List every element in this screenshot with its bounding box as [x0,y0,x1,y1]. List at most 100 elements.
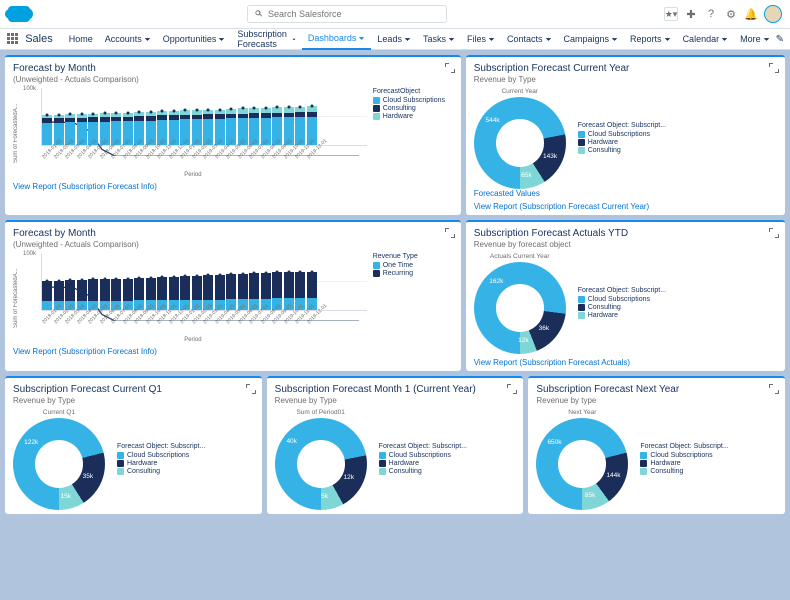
nav-tab-files[interactable]: Files [461,28,501,50]
slice-label: 122k [24,439,38,446]
card-title: Subscription Forecast Current Year [474,63,777,74]
card-subtitle: Revenue by Type [275,396,516,405]
nav-tab-contacts[interactable]: Contacts [501,28,558,50]
nav-tab-more[interactable]: More [734,28,776,50]
nav-tab-leads[interactable]: Leads [371,28,417,50]
nav-tab-campaigns[interactable]: Campaigns [558,28,625,50]
expand-icon[interactable] [769,384,779,394]
nav-tab-opportunities[interactable]: Opportunities [157,28,232,50]
slice-label: 65k [521,172,531,179]
card-forecast-by-month-2: Forecast by Month (Unweighted - Actuals … [5,220,461,371]
y-tick: 100k [23,86,36,92]
chevron-down-icon [144,36,151,43]
slice-label: 650k [547,439,561,446]
card-forecast-by-month-1: Forecast by Month (Unweighted - Actuals … [5,55,461,215]
chevron-down-icon [404,36,411,43]
nav-tab-dashboards[interactable]: Dashboards [302,28,372,50]
favorites-dropdown[interactable]: ★▾ [664,7,678,21]
donut-center-title: Current Year [501,88,538,95]
legend-item: Cloud Subscriptions [117,452,205,459]
legend-item: Consulting [379,468,467,475]
stacked-bar-chart [41,253,367,311]
legend-item: Cloud Subscriptions [640,452,728,459]
donut-center-title: Current Q1 [43,409,75,416]
donut-legend: Forecast Object: Subscript...Cloud Subsc… [578,122,666,155]
chevron-down-icon [218,36,225,43]
app-name: Sales [25,33,53,45]
expand-icon[interactable] [246,384,256,394]
donut-chart: 122k35k15k [13,418,105,510]
slice-label: 35k [83,473,93,480]
legend-item: Hardware [578,312,666,319]
setup-gear-icon[interactable]: ⚙ [724,7,738,21]
chevron-down-icon [488,36,495,43]
y-tick: 100k [23,251,36,257]
x-axis-label: Period [19,337,367,343]
nav-tab-calendar[interactable]: Calendar [677,28,735,50]
view-report-link[interactable]: View Report (Subscription Forecast Curre… [474,202,650,211]
nav-tab-accounts[interactable]: Accounts [99,28,157,50]
expand-icon[interactable] [507,384,517,394]
slice-label: 143k [543,153,557,160]
legend-item: Recurring [373,270,453,277]
legend-item: Cloud Subscriptions [373,97,453,104]
help-icon[interactable]: ? [704,7,718,21]
legend-item: Consulting [117,468,205,475]
card-subtitle: Revenue by Type [474,75,777,84]
legend-item: One Time [373,262,453,269]
legend-item: Hardware [373,113,453,120]
donut-chart: 40k12k5k [275,418,367,510]
slice-label: 5k [321,493,328,500]
expand-icon[interactable] [445,63,455,73]
global-header: ★▾ ✚ ? ⚙ 🔔 [0,0,790,28]
slice-label: 85k [585,492,595,499]
card-subtitle: Revenue by Type [13,396,254,405]
user-avatar[interactable] [764,5,782,23]
nav-tab-subscription-forecasts[interactable]: Subscription Forecasts [231,28,302,50]
salesforce-logo [8,6,30,22]
bar [42,281,52,310]
nav-tab-home[interactable]: Home [63,28,99,50]
app-nav-bar: Sales HomeAccountsOpportunitiesSubscript… [0,28,790,50]
nav-tab-tasks[interactable]: Tasks [417,28,461,50]
legend-item: Hardware [117,460,205,467]
expand-icon[interactable] [769,63,779,73]
slice-label: 144k [606,472,620,479]
legend-item: Hardware [578,139,666,146]
legend-item: Cloud Subscriptions [578,296,666,303]
expand-icon[interactable] [445,228,455,238]
slice-label: 12k [518,337,528,344]
card-forecast-actuals-ytd: Subscription Forecast Actuals YTD Revenu… [466,220,785,371]
app-launcher-icon[interactable] [6,32,19,46]
card-title: Forecast by Month [13,63,453,74]
donut-legend: Forecast Object: Subscript...Cloud Subsc… [379,443,467,476]
donut-legend: Forecast Object: Subscript...Cloud Subsc… [640,443,728,476]
card-title: Subscription Forecast Actuals YTD [474,228,777,239]
chevron-down-icon [763,36,770,43]
x-axis-label: Period [19,172,367,178]
donut-center-title: Next Year [568,409,596,416]
global-search[interactable] [247,5,447,23]
notifications-bell-icon[interactable]: 🔔 [744,7,758,21]
dashboard-grid: Forecast by Month (Unweighted - Actuals … [0,50,790,519]
chevron-down-icon [358,35,365,42]
view-report-link[interactable]: View Report (Subscription Forecast Actua… [474,358,630,367]
chart-legend: ForecastObject Cloud SubscriptionsConsul… [373,88,453,178]
view-report-link[interactable]: View Report (Subscription Forecast Info) [13,347,157,356]
nav-tab-reports[interactable]: Reports [624,28,677,50]
search-icon [254,9,264,19]
add-icon[interactable]: ✚ [684,7,698,21]
card-title: Subscription Forecast Month 1 (Current Y… [275,384,516,395]
card-subtitle: Revenue by type [536,396,777,405]
card-forecast-current-q1: Subscription Forecast Current Q1 Revenue… [5,376,262,514]
legend-item: Consulting [373,105,453,112]
donut-center-title: Actuals Current Year [490,253,550,260]
donut-center-title: Sum of Period01 [296,409,344,416]
search-input[interactable] [268,9,440,19]
view-report-link[interactable]: View Report (Subscription Forecast Info) [13,182,157,191]
expand-icon[interactable] [769,228,779,238]
edit-pencil-icon[interactable]: ✎ [776,34,784,45]
donut-chart: 162k36k12k [474,262,566,354]
chart-legend: Revenue Type One TimeRecurring [373,253,453,343]
donut-chart: 544k143k65k [474,97,566,189]
